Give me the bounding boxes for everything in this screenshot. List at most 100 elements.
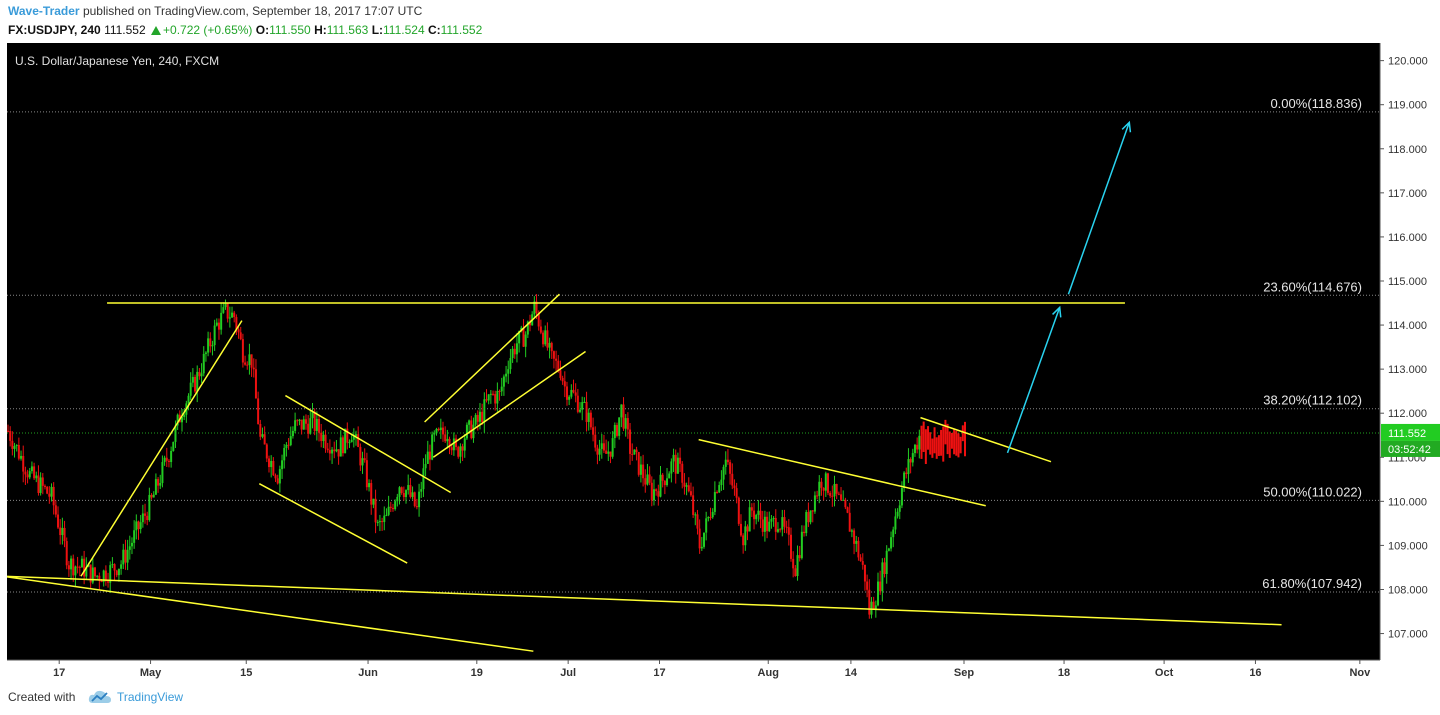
candle-body (207, 338, 210, 353)
candle-body (644, 478, 647, 485)
price-axis: 120.000 119.000 118.000 117.000 116.000 115.0… (1379, 43, 1440, 680)
chart-background (7, 43, 1440, 680)
candle-body (785, 526, 788, 528)
current-price-label: 111.552 (1388, 428, 1426, 440)
candle-body (496, 390, 499, 404)
candle-body (405, 490, 408, 498)
candle-body (631, 453, 634, 455)
candle-body (61, 527, 64, 536)
candle-body (646, 474, 649, 485)
candle-body (661, 474, 664, 481)
candle-body (54, 505, 57, 515)
candle-body (822, 487, 825, 491)
candle-body (485, 399, 488, 401)
candle-body (742, 535, 745, 546)
publish-line: Wave-Trader published on TradingView.com… (8, 4, 422, 18)
low-value: 111.524 (383, 23, 425, 37)
candle-body (522, 327, 525, 347)
candle-body (128, 546, 131, 550)
candle-body (674, 454, 677, 474)
chart-area[interactable]: U.S. Dollar/Japanese Yen, 240, FXCM 0.00%… (2, 43, 1440, 680)
candle-body (130, 542, 133, 547)
candle-body (724, 459, 727, 467)
trendlines (2, 293, 1282, 652)
candle-body (233, 312, 236, 318)
projection-bar (964, 421, 966, 457)
candle-body (413, 492, 416, 507)
time-tick-label: 15 (240, 667, 252, 679)
candle-body (672, 454, 675, 462)
candle-body (50, 486, 53, 497)
candle-body (550, 342, 553, 352)
candle-body (853, 530, 856, 544)
candle-body (357, 434, 360, 448)
fib-level-label: 61.80%(107.942) (1262, 576, 1362, 591)
candle-body (265, 444, 268, 459)
candle-body (263, 434, 266, 445)
author-link[interactable]: Wave-Trader (8, 4, 80, 18)
time-tick-label: May (140, 667, 162, 679)
header: Wave-Trader published on TradingView.com… (0, 0, 1440, 42)
candle-body (818, 481, 821, 496)
candle-body (167, 460, 170, 463)
candle-body (298, 419, 301, 421)
candle-body (731, 473, 734, 486)
candle-body (574, 392, 577, 396)
candle-body (326, 448, 329, 451)
candle-body (722, 466, 725, 480)
candle-body (104, 570, 107, 582)
price-tick-label: 112.000 (1388, 408, 1427, 420)
candle-body (318, 418, 321, 433)
candle-body (98, 575, 101, 581)
projection-bar (929, 432, 932, 455)
tradingview-link[interactable]: TradingView (117, 690, 184, 704)
candle-body (191, 376, 194, 383)
candle-body (585, 401, 588, 422)
trendline (80, 320, 243, 577)
candle-body (117, 568, 120, 576)
chart-title: U.S. Dollar/Japanese Yen, 240, FXCM (15, 54, 219, 68)
candle-body (135, 521, 138, 531)
candle-body (324, 434, 327, 449)
candle-body (296, 420, 299, 422)
candle-body (718, 485, 721, 493)
projection-bar (920, 425, 923, 459)
candle-body (89, 564, 92, 583)
change-value: +0.722 (+0.65%) (163, 23, 253, 37)
candle-body (761, 519, 764, 532)
candle-body (472, 424, 475, 439)
projection-bars (920, 419, 966, 465)
candle-body (857, 540, 860, 558)
candle-body (365, 460, 368, 488)
candle-body (217, 322, 220, 330)
candle-body (409, 485, 412, 497)
candle-body (563, 381, 566, 387)
candle-body (350, 439, 353, 443)
arrow-head (1052, 305, 1062, 318)
candle-body (890, 537, 893, 549)
candle-body (428, 451, 431, 460)
candle-body (148, 494, 151, 521)
candle-body (291, 430, 294, 437)
candle-body (846, 507, 849, 513)
trendline (258, 483, 408, 564)
candle-body (557, 360, 560, 371)
candle-body (596, 447, 599, 455)
candle-body (652, 489, 655, 501)
price-tick-label: 109.000 (1388, 540, 1428, 552)
candle-body (309, 418, 312, 434)
candle-body (28, 471, 31, 478)
candle-body (294, 420, 297, 431)
candle-body (829, 492, 832, 496)
candle-body (863, 564, 866, 582)
fib-level-label: 23.60%(114.676) (1263, 279, 1362, 294)
time-tick-label: Jun (358, 667, 378, 679)
price-chart[interactable]: U.S. Dollar/Japanese Yen, 240, FXCM 0.00%… (2, 43, 1440, 680)
projection-arrows (1006, 120, 1132, 454)
candle-body (439, 427, 442, 431)
projection-bar (961, 425, 964, 442)
candle-body (679, 457, 682, 464)
footer: Created with TradingView (0, 682, 1440, 715)
projection-bar (927, 426, 930, 450)
candle-body (626, 418, 629, 430)
